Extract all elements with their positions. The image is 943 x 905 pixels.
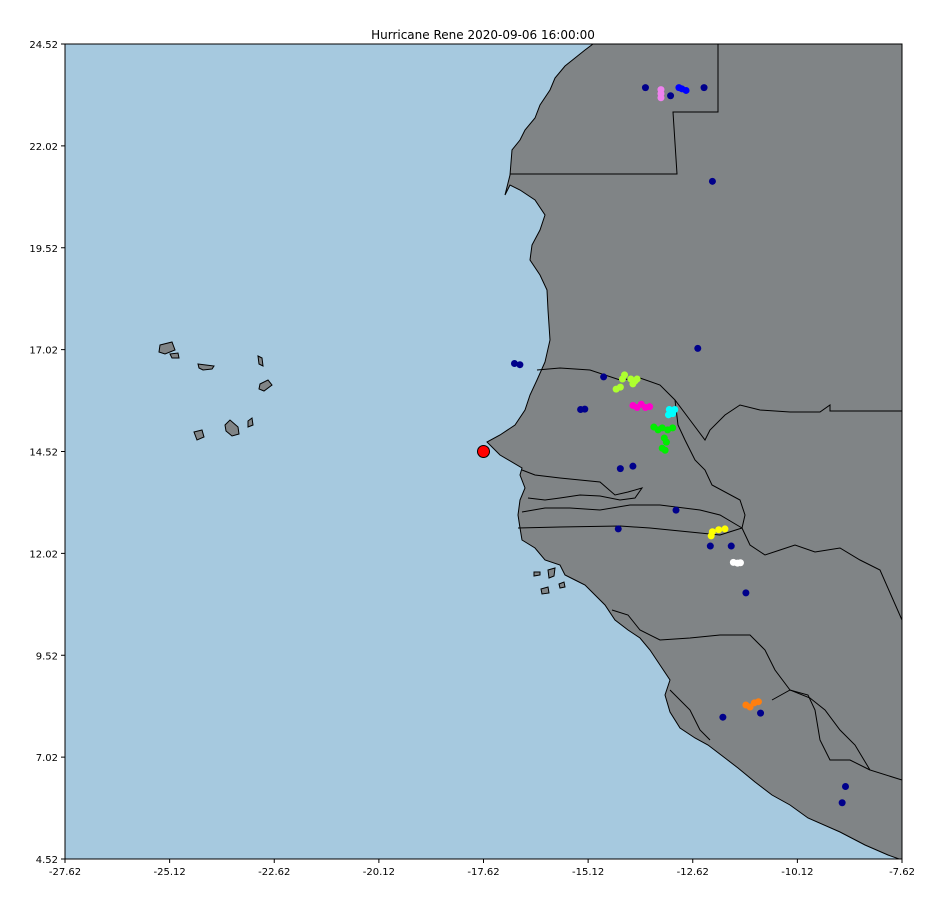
station-point	[641, 84, 649, 92]
station-point	[662, 438, 670, 446]
station-point	[694, 344, 702, 352]
x-axis-ticks: -27.62 -25.12 -22.62 -20.12 -17.62 -15.12 -12.…	[49, 859, 915, 878]
country-borders	[510, 44, 902, 781]
station-point	[658, 424, 666, 432]
station-point	[838, 799, 846, 807]
station-point	[516, 361, 524, 369]
x-tick-label: -17.62	[467, 867, 499, 878]
y-tick-label: 17.02	[29, 346, 58, 357]
x-tick-label: -25.12	[154, 867, 186, 878]
station-point	[664, 411, 672, 419]
cape-verde-island	[224, 419, 240, 437]
x-tick-label: -22.62	[258, 867, 290, 878]
y-tick-label: 24.52	[29, 40, 58, 51]
y-tick-label: 4.52	[36, 855, 58, 866]
station-point	[510, 359, 518, 367]
y-tick-label: 9.52	[36, 651, 58, 662]
station-point	[672, 506, 680, 514]
bissagos-island	[533, 571, 541, 577]
station-markers	[510, 84, 850, 807]
station-point	[629, 462, 637, 470]
x-tick-label: -20.12	[363, 867, 395, 878]
chart-title: Hurricane Rene 2020-09-06 16:00:00	[371, 28, 595, 42]
station-point	[657, 94, 665, 102]
station-point	[667, 92, 675, 100]
station-point	[682, 86, 690, 94]
x-tick-label: -10.12	[781, 867, 813, 878]
station-point	[577, 406, 585, 414]
station-point	[757, 709, 765, 717]
cape-verde-island	[193, 429, 205, 441]
station-point	[736, 559, 744, 567]
station-point	[616, 465, 624, 473]
y-tick-label: 14.52	[29, 448, 58, 459]
bissagos-island	[547, 567, 556, 579]
x-tick-label: -27.62	[49, 867, 81, 878]
africa-mainland	[486, 44, 902, 859]
station-point	[669, 424, 677, 432]
station-point	[614, 525, 622, 533]
station-point	[742, 589, 750, 597]
x-tick-label: -12.62	[677, 867, 709, 878]
station-point	[661, 446, 669, 454]
station-point	[700, 84, 708, 92]
y-tick-label: 19.52	[29, 244, 58, 255]
station-point	[612, 385, 620, 393]
station-point	[646, 403, 654, 411]
cape-verde-island	[169, 352, 180, 359]
station-point	[721, 525, 729, 533]
y-axis-ticks: 4.52 7.02 9.52 12.02 14.52 17.02 19.52 22.02 24.…	[29, 40, 65, 866]
station-point	[842, 782, 850, 790]
station-point	[600, 373, 608, 381]
station-point	[629, 380, 637, 388]
hurricane-center-marker	[477, 445, 490, 458]
x-tick-label: -7.62	[889, 867, 915, 878]
station-point	[719, 713, 727, 721]
station-point	[715, 526, 723, 534]
cape-verde-island	[158, 341, 176, 355]
bissagos-island	[558, 581, 566, 589]
cape-verde-island	[247, 417, 254, 428]
station-point	[707, 532, 715, 540]
station-point	[633, 375, 641, 383]
hurricane-position-layer	[477, 445, 490, 458]
station-point	[727, 542, 735, 550]
cape-verde-island	[197, 363, 215, 371]
land-layer	[158, 44, 902, 859]
y-tick-label: 12.02	[29, 549, 58, 560]
station-point	[754, 698, 762, 706]
y-tick-label: 22.02	[29, 142, 58, 153]
station-point	[708, 177, 716, 185]
station-point	[706, 542, 714, 550]
x-tick-label: -15.12	[572, 867, 604, 878]
station-point	[621, 371, 629, 379]
cape-verde-island	[257, 355, 264, 367]
y-tick-label: 7.02	[36, 753, 58, 764]
bissagos-island	[540, 586, 550, 595]
cape-verde-island	[258, 379, 273, 392]
